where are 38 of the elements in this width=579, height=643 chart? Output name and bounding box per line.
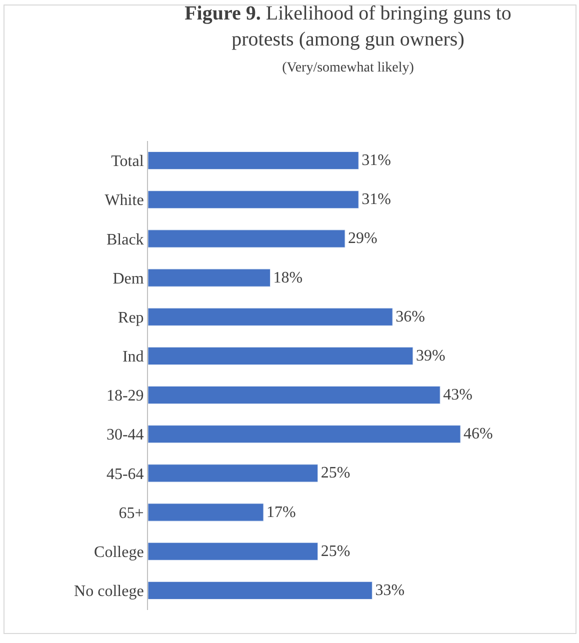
bar — [148, 464, 318, 482]
bar — [148, 425, 461, 444]
y-tick-label: Ind — [122, 348, 144, 366]
y-tick-label: 18-29 — [106, 388, 144, 405]
bar — [148, 152, 359, 170]
data-label: 43% — [443, 386, 472, 404]
y-tick-label: Total — [111, 153, 144, 170]
y-tick-label: Black — [106, 231, 144, 248]
data-label: 25% — [320, 464, 350, 482]
bar — [148, 346, 414, 365]
data-label: 46% — [464, 426, 493, 443]
y-tick-label: 30-44 — [106, 426, 144, 444]
bar — [148, 308, 393, 326]
data-label: 33% — [375, 582, 405, 599]
data-label: 39% — [416, 347, 446, 364]
y-tick-label: No college — [74, 583, 144, 600]
y-tick-label: 45-64 — [106, 466, 144, 483]
data-label: 29% — [348, 230, 378, 248]
bar — [148, 581, 372, 600]
bar — [148, 268, 271, 287]
bar — [148, 190, 359, 209]
bar — [148, 542, 318, 560]
bar — [148, 503, 264, 522]
y-tick-label: White — [104, 192, 144, 210]
chart-title: Figure 9. Likelihood of bringing guns to protests (among gun owners) — [184, 2, 512, 50]
y-tick-label: College — [94, 544, 144, 561]
bar — [148, 230, 346, 248]
data-label: 31% — [362, 152, 391, 170]
y-tick-label: 65+ — [118, 504, 144, 522]
y-tick-label: Rep — [118, 309, 144, 326]
bar — [148, 386, 440, 404]
data-label: 18% — [273, 269, 303, 286]
data-label: 17% — [266, 504, 296, 521]
data-label: 36% — [396, 308, 425, 326]
data-label: 31% — [362, 191, 391, 208]
y-tick-label: Dem — [112, 270, 144, 288]
chart-subtitle: (Very/somewhat likely) — [282, 60, 414, 76]
data-label: 25% — [320, 542, 350, 560]
